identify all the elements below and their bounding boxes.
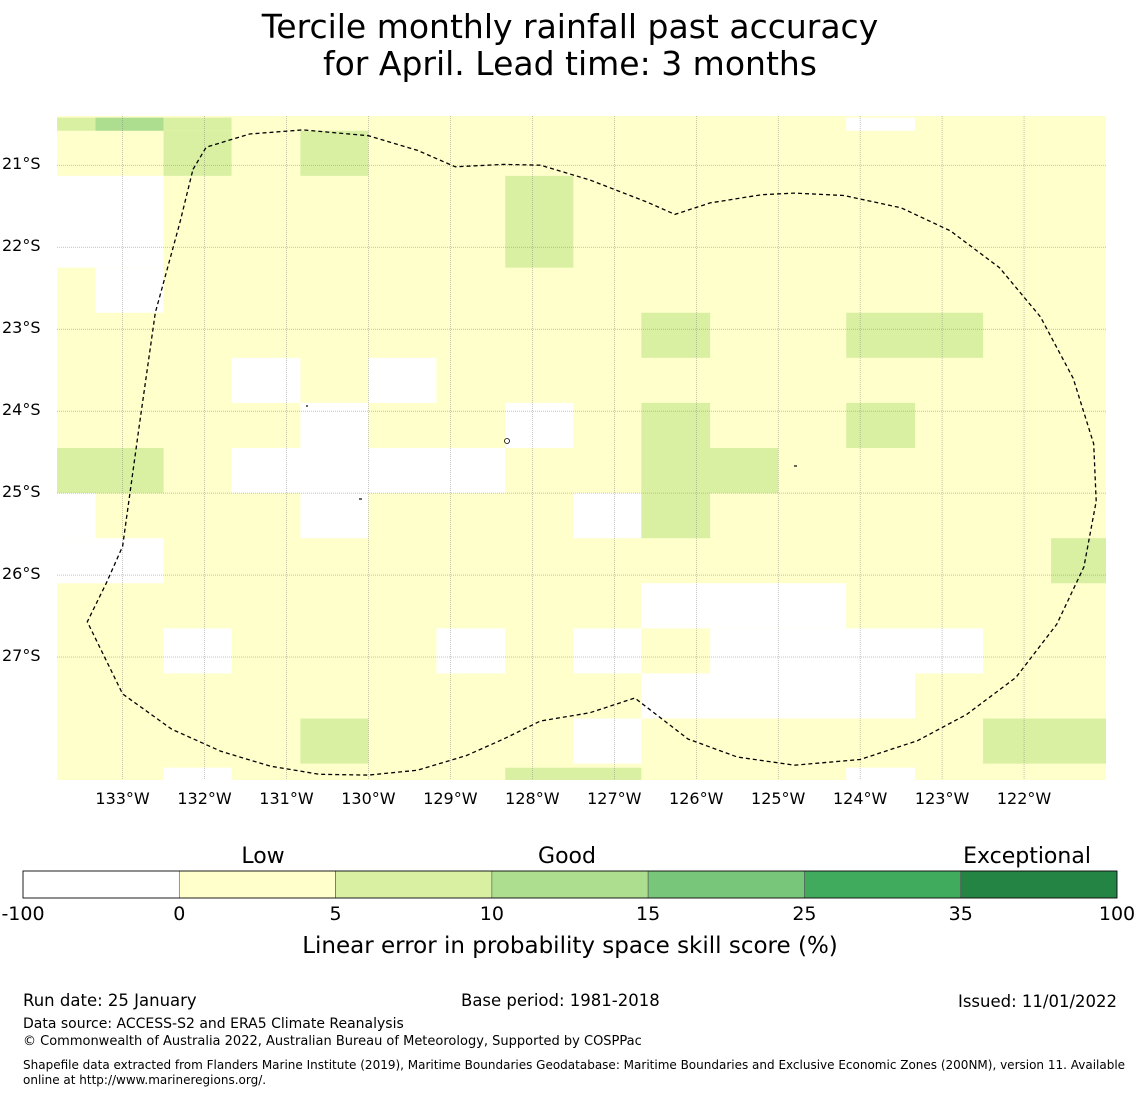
longitude-label: 131°W [259,789,314,808]
legend-category-good: Good [538,844,596,869]
latitude-label: 21°S [2,154,41,174]
title-line-2: for April. Lead time: 3 months [323,44,817,83]
latitude-label: 22°S [2,236,41,256]
colorbar-tick: 35 [948,903,973,925]
latitude-label: 27°S [2,646,41,666]
skill-cell [641,448,779,494]
island-marker [504,438,510,444]
skill-cell [300,718,369,764]
latitude-label: 23°S [2,318,41,338]
longitude-label: 130°W [341,789,396,808]
skill-cell [846,402,916,448]
skill-cell [710,628,984,674]
latitude-label: 26°S [2,564,41,584]
colorbar-tick: 100 [1098,903,1136,925]
graticule [57,116,1106,780]
latitude-label: 25°S [2,482,41,502]
colorbar-segment [491,870,649,899]
colorbar-tick: 10 [479,903,504,925]
colorbar-segment [804,870,962,899]
skill-cell [846,117,916,131]
longitude-label: 122°W [996,789,1052,808]
skill-cell [846,767,916,780]
skill-cell [573,493,642,539]
legend-category-low: Low [241,844,285,869]
map-title: Tercile monthly rainfall past accuracy f… [0,8,1140,82]
skill-cell [163,117,232,131]
colorbar-tick: 15 [636,903,661,925]
map-background-cell [57,116,1106,780]
skill-cell [95,267,164,313]
island-markers [306,405,797,500]
skill-cell [436,628,506,674]
colorbar-tick: -100 [1,903,45,925]
eez-boundary-line [86,129,1097,776]
longitude-label: 126°W [669,789,724,808]
run-date: Run date: 25 January [23,991,197,1010]
skill-cell [641,493,711,539]
colorbar-segment [178,870,336,899]
skill-cell [573,628,642,674]
skill-cell [300,493,369,539]
colorbar-outline [22,870,1118,899]
colorbar [22,870,1118,899]
legend-category-exceptional: Exceptional [963,844,1091,869]
title-line-1: Tercile monthly rainfall past accuracy [261,7,879,46]
skill-cell [846,312,984,358]
colorbar-tick: 0 [173,903,186,925]
skill-cell [368,357,437,403]
skill-cell [163,628,232,674]
colorbar-segment [647,870,805,899]
longitude-label: 127°W [587,789,642,808]
longitude-label: 132°W [177,789,232,808]
longitude-label: 133°W [95,789,150,808]
longitude-label: 124°W [832,789,888,808]
skill-cell [641,312,711,358]
longitude-label: 123°W [914,789,970,808]
base-period: Base period: 1981-2018 [461,991,660,1010]
colorbar-label: Linear error in probability space skill … [302,933,838,959]
skill-cell [57,448,164,494]
skill-cell [641,583,847,629]
skill-cell [300,130,369,176]
data-source: Data source: ACCESS-S2 and ERA5 Climate … [23,1016,404,1032]
skill-cell [983,718,1106,764]
longitude-label: 128°W [505,789,560,808]
skill-cell [57,175,164,268]
skill-cell [57,493,96,539]
skill-grid-cells [57,116,1106,780]
shapefile-credit-line-2: online at http://www.marineregions.org/. [23,1073,267,1087]
copyright: © Commonwealth of Australia 2022, Austra… [23,1034,642,1049]
skill-cell [300,402,369,448]
skill-cell [231,357,301,403]
colorbar-segment [335,870,493,899]
skill-cell [505,402,574,448]
skill-map [22,116,1118,899]
skill-cell [1051,538,1106,584]
latitude-label: 24°S [2,400,41,420]
skill-cell [57,117,96,131]
shapefile-credit-line-1: Shapefile data extracted from Flanders M… [23,1058,1126,1072]
skill-cell [505,767,642,780]
skill-cell [641,402,711,448]
colorbar-tick: 5 [329,903,342,925]
skill-cell [163,130,232,176]
longitude-label: 129°W [423,789,478,808]
skill-cell [57,538,164,584]
colorbar-segment [22,870,180,899]
skill-cell [95,117,164,131]
skill-cell [505,175,574,268]
colorbar-segment [960,870,1118,899]
longitude-label: 125°W [751,789,806,808]
skill-cell [163,767,232,780]
colorbar-tick: 25 [792,903,817,925]
issued-date: Issued: 11/01/2022 [957,992,1117,1011]
skill-cell [573,718,642,764]
